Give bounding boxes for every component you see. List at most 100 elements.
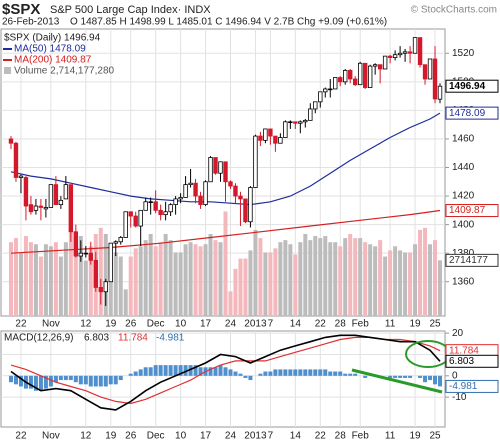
histogram-bar — [428, 375, 433, 381]
candle-body — [427, 58, 433, 80]
y-tick-label: 1420 — [452, 191, 475, 202]
x-tick-label: 10 — [175, 319, 187, 330]
candle-body — [163, 211, 168, 216]
candle-body — [93, 259, 98, 288]
x-tick-label: 7 — [268, 431, 274, 442]
volume-bar — [393, 246, 398, 316]
candle-body — [343, 70, 348, 83]
histogram-bar — [298, 369, 303, 376]
candle-body — [387, 55, 393, 58]
volume-bar — [63, 242, 68, 316]
histogram-bar — [48, 375, 53, 387]
volume-bar — [358, 238, 363, 316]
volume-bar — [48, 246, 53, 316]
candle-body — [283, 121, 288, 138]
signal-value: 11.784 — [118, 333, 148, 344]
candle-body — [28, 204, 34, 213]
candle-body — [288, 121, 293, 124]
histogram-bar — [433, 375, 438, 385]
histogram-bar — [113, 375, 118, 385]
volume-bar — [278, 242, 283, 316]
histogram-bar — [28, 375, 33, 389]
candle-body — [238, 195, 243, 200]
candle-body — [268, 128, 273, 137]
histogram-bar — [328, 371, 333, 376]
volume-bar — [353, 238, 358, 316]
histogram-bar — [223, 367, 228, 376]
volume-bar — [13, 238, 18, 316]
candle-body — [133, 215, 138, 227]
x-tick-label: 2013 — [244, 319, 267, 330]
candle-body — [233, 185, 238, 197]
x-tick-label: Feb — [352, 319, 370, 330]
value-tag: 1496.94 — [449, 81, 486, 92]
candle-body — [362, 62, 368, 88]
value-tag-box — [445, 253, 499, 267]
x-tick-label: 19 — [410, 431, 422, 442]
candle-body — [193, 182, 198, 197]
volume-bar — [233, 268, 238, 316]
volume-bar — [83, 260, 88, 316]
candle-body — [298, 121, 303, 124]
histogram-bar — [33, 375, 38, 391]
candle-body — [18, 175, 24, 178]
histogram-bar — [63, 375, 68, 381]
volume-bar — [433, 240, 438, 316]
volume-bar — [118, 256, 123, 316]
histogram-bar — [83, 375, 88, 385]
histogram-bar — [273, 369, 278, 376]
volume-bar — [103, 234, 108, 316]
histogram-bar — [93, 375, 98, 387]
volume-bar — [123, 289, 128, 316]
volume-bar — [228, 291, 233, 316]
legend: $SPX (Daily) 1496.94 MA(50) 1478.09 MA(2… — [3, 33, 185, 344]
volume-bar — [323, 236, 328, 316]
volume-bar — [168, 240, 173, 316]
candle-body — [248, 187, 253, 223]
histogram-bar — [398, 375, 403, 378]
y-tick-label: 1400 — [452, 219, 475, 230]
candle-body — [328, 88, 333, 91]
candle-body — [23, 177, 29, 207]
histogram-bar — [423, 375, 428, 383]
volume-bar — [53, 242, 58, 316]
histogram-bar — [13, 375, 18, 385]
volume-bar — [243, 258, 248, 316]
volume-bar — [343, 238, 348, 316]
volume-bar — [273, 248, 278, 316]
candle-body — [68, 184, 74, 233]
candle-body — [412, 37, 418, 54]
value-tag: 2714177 — [449, 255, 488, 266]
volume-bar — [328, 242, 333, 316]
volume-bar — [163, 234, 168, 316]
candle-body — [228, 181, 233, 187]
candle-body — [113, 241, 118, 244]
candle-body — [382, 55, 388, 70]
volume-bar — [133, 248, 138, 316]
histogram-bar — [243, 375, 248, 378]
volume-bar — [363, 242, 368, 316]
histogram-bar — [163, 365, 168, 376]
volume-bar — [423, 227, 428, 316]
y-tick-label: 20 — [452, 328, 464, 339]
candle-body — [58, 199, 64, 206]
candle-body — [183, 184, 188, 198]
candle-body — [308, 108, 313, 121]
histogram-bar — [78, 375, 83, 385]
value-tag-box — [445, 354, 499, 368]
x-tick-label: 17 — [200, 319, 212, 330]
volume-bar — [338, 246, 343, 316]
volume-bar — [68, 227, 73, 316]
histogram-bar — [258, 373, 263, 376]
volume-bar — [223, 211, 228, 316]
histogram-bar — [143, 367, 148, 376]
candle-body — [422, 64, 428, 80]
candle-body — [397, 52, 403, 56]
volume-bar — [383, 256, 388, 316]
value-tag: 1409.87 — [449, 205, 486, 216]
volume-bar — [438, 260, 443, 316]
candle-body — [128, 211, 133, 217]
x-tick-label: 24 — [225, 319, 237, 330]
candle-body — [43, 207, 49, 210]
